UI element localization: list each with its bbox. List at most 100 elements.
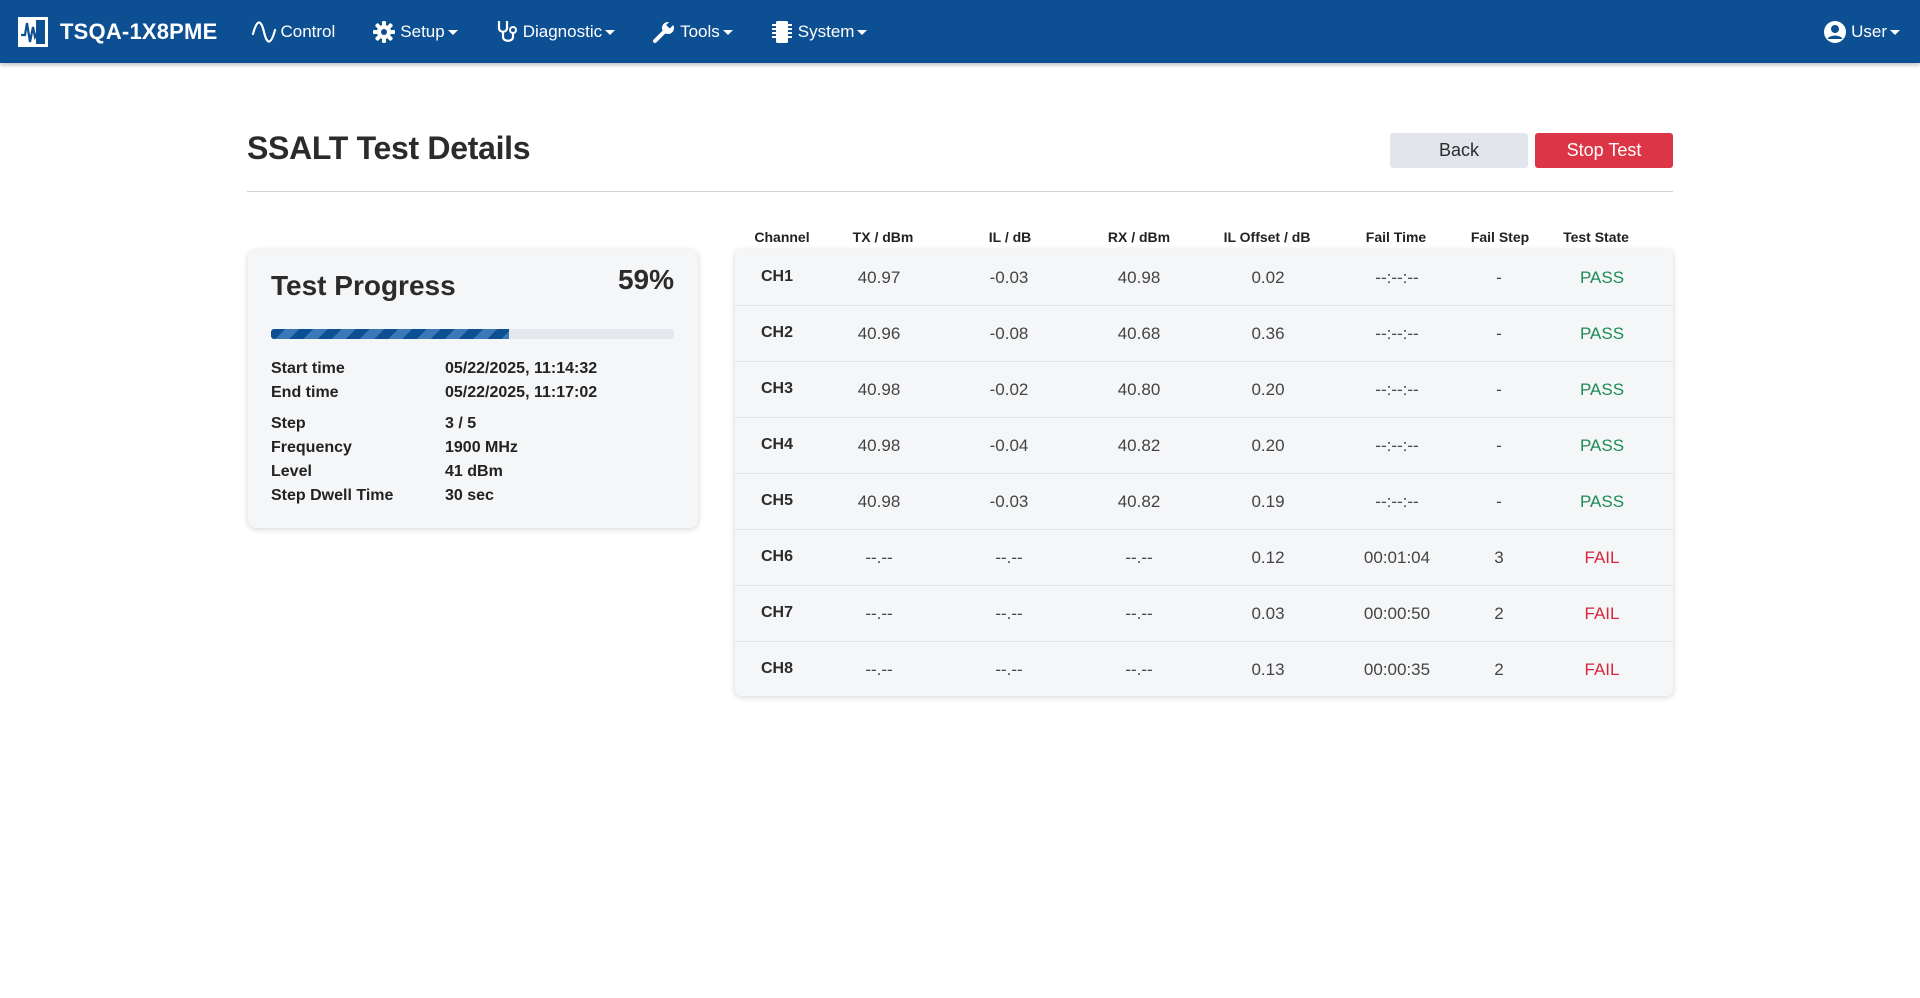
top-navbar: TSQA-1X8PME Control — [0, 0, 1920, 63]
cell-tx: 40.98 — [857, 436, 901, 455]
cell-il: -0.03 — [989, 268, 1029, 287]
cell-fail-time: 00:00:50 — [1363, 604, 1431, 623]
brand-name: TSQA-1X8PME — [60, 18, 218, 44]
table-row: CH8 --.-- --.-- --.-- 0.13 00:00:35 2 FAIL — [735, 642, 1673, 696]
cell-il: --.-- — [995, 660, 1023, 679]
nav-setup[interactable]: Setup — [371, 19, 458, 45]
cell-tx: --.-- — [865, 548, 893, 567]
end-time-value: 05/22/2025, 11:17:02 — [445, 384, 598, 401]
cell-tx: 40.96 — [857, 324, 901, 343]
cell-test-state: PASS — [1579, 492, 1625, 511]
cell-il-offset: 0.12 — [1251, 548, 1285, 567]
column-header-tx: TX / dBm — [852, 229, 914, 245]
table-row: CH1 40.97 -0.03 40.98 0.02 --:--:-- - PASS — [735, 250, 1673, 306]
user-avatar-icon — [1822, 19, 1848, 45]
cell-rx: 40.82 — [1117, 436, 1161, 455]
cell-channel: CH8 — [760, 660, 794, 677]
column-header-test-state: Test State — [1563, 229, 1629, 245]
back-button[interactable]: Back — [1390, 133, 1528, 168]
nav-diagnostic[interactable]: Diagnostic — [494, 19, 616, 45]
stethoscope-icon — [494, 19, 520, 45]
cell-channel: CH3 — [760, 380, 794, 397]
brand-logo-icon — [18, 16, 48, 47]
column-header-rx: RX / dBm — [1107, 229, 1171, 245]
column-header-fail-time: Fail Time — [1365, 229, 1427, 245]
cell-fail-time: --:--:-- — [1375, 324, 1419, 343]
cell-rx: 40.82 — [1117, 492, 1161, 511]
test-progress-title: Test Progress — [271, 270, 456, 301]
cell-fail-step: 2 — [1494, 660, 1504, 679]
cell-rx: --.-- — [1125, 660, 1153, 679]
cell-fail-time: --:--:-- — [1375, 380, 1419, 399]
level-value: 41 dBm — [445, 463, 503, 480]
nav-tools[interactable]: Tools — [651, 19, 733, 45]
end-time-label: End time — [271, 384, 339, 401]
cell-fail-step: - — [1496, 324, 1502, 343]
channel-table-header: Channel TX / dBm IL / dB RX / dBm IL Offset … — [735, 225, 1673, 250]
cell-tx: --.-- — [865, 660, 893, 679]
step-label: Step — [271, 415, 306, 432]
cell-tx: --.-- — [865, 604, 893, 623]
column-header-il-offset: IL Offset / dB — [1223, 229, 1311, 245]
progress-bar — [271, 329, 674, 339]
cell-il-offset: 0.03 — [1251, 604, 1285, 623]
cell-channel: CH7 — [760, 604, 794, 621]
cell-test-state: PASS — [1579, 436, 1625, 455]
channel-table: CH1 40.97 -0.03 40.98 0.02 --:--:-- - PASS CH2 40… — [735, 250, 1673, 696]
sine-wave-icon — [251, 19, 277, 45]
cell-fail-step: - — [1496, 268, 1502, 287]
cell-fail-time: 00:00:35 — [1363, 660, 1431, 679]
cell-fail-time: 00:01:04 — [1363, 548, 1431, 567]
cell-test-state: FAIL — [1584, 604, 1620, 623]
table-row: CH3 40.98 -0.02 40.80 0.20 --:--:-- - PASS — [735, 362, 1673, 418]
cell-fail-step: - — [1496, 380, 1502, 399]
nav-system[interactable]: System — [769, 19, 868, 45]
cell-tx: 40.98 — [857, 380, 901, 399]
cell-channel: CH5 — [760, 492, 794, 509]
user-menu[interactable]: User — [1822, 19, 1900, 45]
gear-icon — [371, 19, 397, 45]
chevron-down-icon — [447, 30, 458, 35]
start-time-value: 05/22/2025, 11:14:32 — [445, 360, 598, 377]
step-value: 3 / 5 — [445, 415, 477, 432]
cell-test-state: PASS — [1579, 380, 1625, 399]
cell-fail-step: 2 — [1494, 604, 1504, 623]
cell-il-offset: 0.20 — [1251, 436, 1285, 455]
start-time-label: Start time — [271, 360, 345, 377]
cell-il: -0.03 — [989, 492, 1029, 511]
cell-fail-step: - — [1496, 492, 1502, 511]
chevron-down-icon — [605, 30, 616, 35]
cell-test-state: FAIL — [1584, 548, 1620, 567]
cell-rx: 40.68 — [1117, 324, 1161, 343]
cell-test-state: PASS — [1579, 324, 1625, 343]
table-row: CH6 --.-- --.-- --.-- 0.12 00:01:04 3 FAIL — [735, 530, 1673, 586]
nav-system-label: System — [797, 21, 855, 41]
cell-test-state: FAIL — [1584, 660, 1620, 679]
table-row: CH7 --.-- --.-- --.-- 0.03 00:00:50 2 FAIL — [735, 586, 1673, 642]
nav-setup-label: Setup — [400, 21, 445, 41]
cell-il: -0.08 — [989, 324, 1029, 343]
step-dwell-time-value: 30 sec — [445, 487, 494, 504]
test-progress-percent: 59% — [617, 264, 674, 295]
cell-fail-time: --:--:-- — [1375, 492, 1419, 511]
brand[interactable]: TSQA-1X8PME — [18, 16, 218, 47]
cell-il-offset: 0.20 — [1251, 380, 1285, 399]
stop-test-button[interactable]: Stop Test — [1535, 133, 1673, 168]
cell-tx: 40.97 — [857, 268, 901, 287]
cell-rx: --.-- — [1125, 604, 1153, 623]
frequency-value: 1900 MHz — [445, 439, 518, 456]
cell-il-offset: 0.19 — [1251, 492, 1285, 511]
cell-il: --.-- — [995, 604, 1023, 623]
table-row: CH5 40.98 -0.03 40.82 0.19 --:--:-- - PASS — [735, 474, 1673, 530]
test-progress-card: Test Progress 59% Start time 05/22/2025,… — [248, 250, 698, 528]
user-menu-label: User — [1851, 21, 1887, 41]
cell-il: --.-- — [995, 548, 1023, 567]
cell-fail-step: - — [1496, 436, 1502, 455]
column-header-il: IL / dB — [988, 229, 1032, 245]
cell-channel: CH1 — [760, 268, 794, 285]
chip-icon — [769, 19, 795, 45]
cell-channel: CH6 — [760, 548, 794, 565]
cell-test-state: PASS — [1579, 268, 1625, 287]
frequency-label: Frequency — [271, 439, 352, 456]
nav-control[interactable]: Control — [251, 19, 335, 45]
